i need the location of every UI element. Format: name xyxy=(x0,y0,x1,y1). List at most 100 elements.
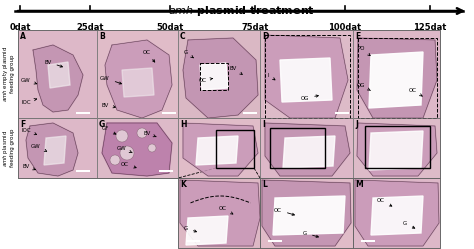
Polygon shape xyxy=(183,38,258,118)
Text: OG: OG xyxy=(357,82,371,90)
Text: E: E xyxy=(355,32,360,41)
Bar xyxy=(162,112,176,114)
Text: F: F xyxy=(20,120,25,129)
Circle shape xyxy=(120,146,134,160)
Text: G: G xyxy=(184,226,197,232)
Polygon shape xyxy=(186,216,228,245)
Bar xyxy=(76,170,90,172)
Polygon shape xyxy=(273,196,345,235)
Text: BV: BV xyxy=(143,130,156,137)
Text: GW: GW xyxy=(100,75,121,84)
Bar xyxy=(18,118,97,178)
Text: BV: BV xyxy=(45,60,63,67)
Text: OC: OC xyxy=(199,77,213,82)
Text: GF: GF xyxy=(101,125,116,134)
Text: K: K xyxy=(180,180,186,189)
Polygon shape xyxy=(357,38,437,118)
Bar xyxy=(365,126,430,168)
Text: G: G xyxy=(99,120,105,129)
Circle shape xyxy=(110,155,120,165)
Polygon shape xyxy=(44,136,66,165)
Polygon shape xyxy=(183,123,258,176)
Bar xyxy=(353,118,440,178)
Circle shape xyxy=(137,128,147,138)
Bar xyxy=(358,38,437,118)
Text: J: J xyxy=(355,120,358,129)
Bar xyxy=(178,30,260,118)
Bar xyxy=(186,240,200,242)
Bar xyxy=(353,30,440,118)
Bar xyxy=(18,30,97,118)
Polygon shape xyxy=(122,68,154,97)
Polygon shape xyxy=(357,123,437,176)
Text: B: B xyxy=(99,32,105,41)
Bar xyxy=(260,118,353,178)
Polygon shape xyxy=(369,131,423,170)
Bar xyxy=(353,178,440,248)
Text: OG: OG xyxy=(301,95,319,101)
Text: H: H xyxy=(180,120,186,129)
Polygon shape xyxy=(26,123,78,176)
Bar xyxy=(76,112,90,114)
Text: BV: BV xyxy=(229,65,242,74)
Circle shape xyxy=(148,144,156,152)
Bar xyxy=(265,35,350,118)
Text: GW: GW xyxy=(117,145,132,153)
Polygon shape xyxy=(102,123,172,176)
Text: 100dat: 100dat xyxy=(328,23,362,32)
Polygon shape xyxy=(196,136,238,165)
Text: IOC: IOC xyxy=(21,127,36,135)
Polygon shape xyxy=(371,196,423,235)
Text: OC: OC xyxy=(143,50,155,62)
Polygon shape xyxy=(369,52,423,108)
Text: $\it{amh}$ plasmid
feeding group: $\it{amh}$ plasmid feeding group xyxy=(0,129,15,167)
Bar xyxy=(216,130,254,168)
Text: $\it{amh}$ empty plasmid
feeding group: $\it{amh}$ empty plasmid feeding group xyxy=(0,46,15,102)
Bar xyxy=(159,170,173,172)
Text: M: M xyxy=(355,180,363,189)
Text: OC: OC xyxy=(121,162,136,168)
Text: G: G xyxy=(303,231,319,237)
Text: C: C xyxy=(180,32,186,41)
Text: OC: OC xyxy=(409,87,422,96)
Text: I: I xyxy=(267,72,275,80)
Bar xyxy=(260,178,353,248)
Text: BV: BV xyxy=(101,103,115,108)
Text: OC: OC xyxy=(219,205,233,214)
Polygon shape xyxy=(283,136,335,168)
Polygon shape xyxy=(48,62,70,88)
Text: D: D xyxy=(262,32,268,41)
Text: 0dat: 0dat xyxy=(9,23,31,32)
Text: G: G xyxy=(403,221,415,228)
Text: 50dat: 50dat xyxy=(156,23,184,32)
Bar xyxy=(361,240,375,242)
Polygon shape xyxy=(180,180,260,246)
Bar xyxy=(260,178,353,248)
Text: BV: BV xyxy=(22,164,35,170)
Text: 125dat: 125dat xyxy=(413,23,447,32)
Bar xyxy=(18,30,440,178)
Polygon shape xyxy=(105,40,172,118)
Text: L: L xyxy=(262,180,267,189)
Bar xyxy=(335,112,349,114)
Bar xyxy=(270,128,325,168)
Bar xyxy=(260,30,353,118)
Text: 75dat: 75dat xyxy=(241,23,269,32)
Text: GW: GW xyxy=(21,77,36,84)
Text: PO: PO xyxy=(357,46,370,56)
Polygon shape xyxy=(355,180,439,246)
Polygon shape xyxy=(280,58,332,102)
Bar xyxy=(243,112,257,114)
Polygon shape xyxy=(33,45,83,112)
Circle shape xyxy=(116,130,128,142)
Bar xyxy=(97,118,178,178)
Bar xyxy=(268,240,282,242)
Text: OC: OC xyxy=(377,197,392,206)
Polygon shape xyxy=(265,123,350,176)
Text: 25dat: 25dat xyxy=(76,23,104,32)
Text: IOC: IOC xyxy=(21,99,36,105)
Polygon shape xyxy=(262,180,351,246)
Polygon shape xyxy=(265,35,348,118)
Text: A: A xyxy=(20,32,26,41)
Text: $\it{amh}$ plasmid treatment: $\it{amh}$ plasmid treatment xyxy=(168,4,315,18)
